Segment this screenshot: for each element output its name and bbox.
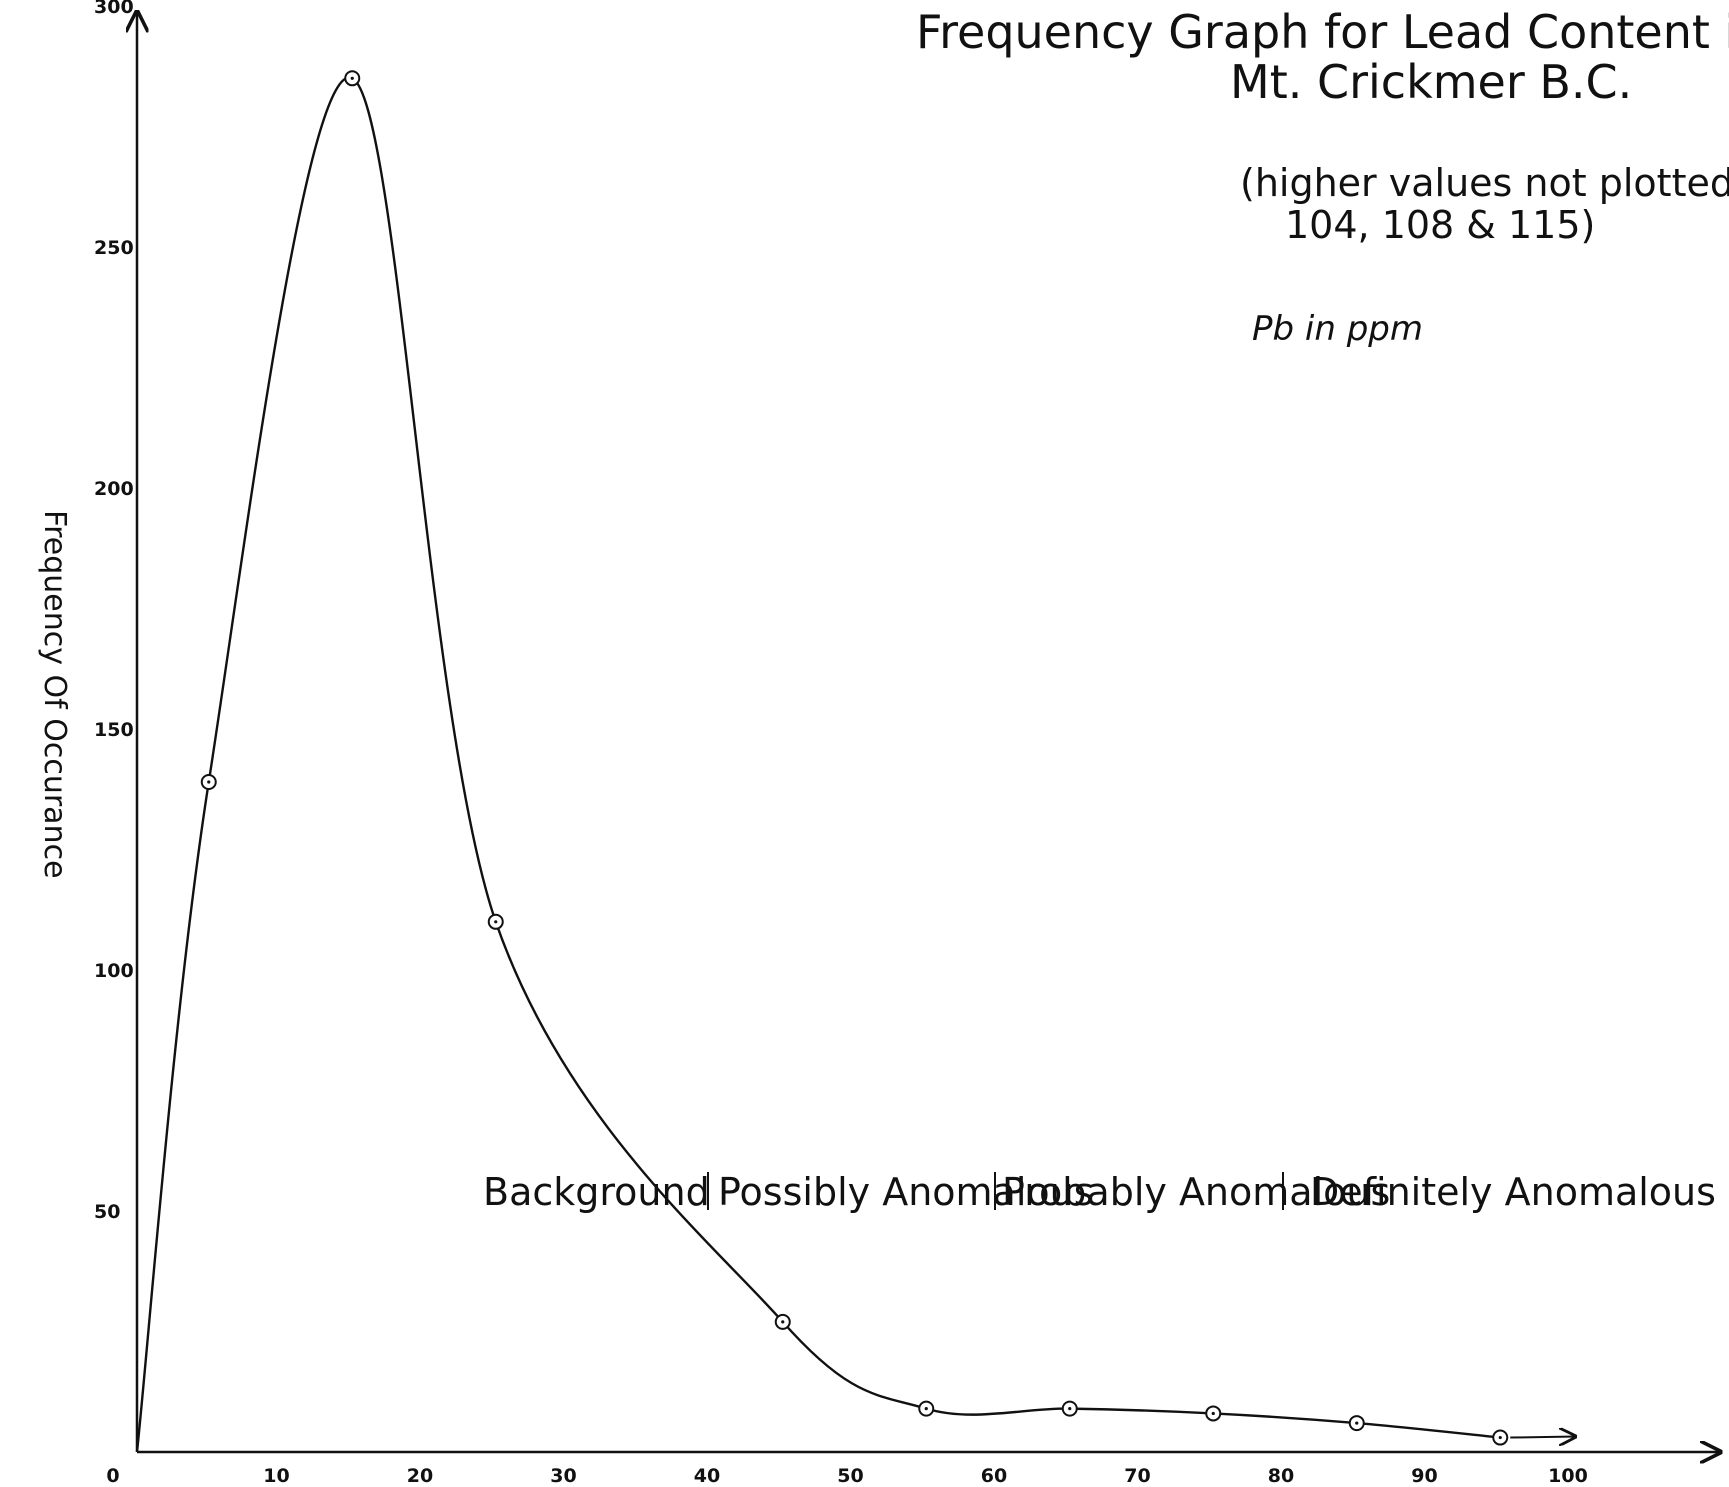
data-point-dot <box>781 1320 785 1324</box>
data-point-dot <box>1068 1407 1072 1411</box>
x-tick-label: 20 <box>407 1465 433 1487</box>
x-tick-label: 10 <box>263 1465 289 1487</box>
x-tick-label: 80 <box>1268 1465 1294 1487</box>
x-tick-label: 30 <box>550 1465 576 1487</box>
zone-label: Probably Anomalous <box>1002 1170 1390 1214</box>
note-line-2: 104, 108 & 115) <box>1285 203 1595 247</box>
x-tick-label: 90 <box>1411 1465 1437 1487</box>
chart-subtitle: Mt. Crickmer B.C. <box>1230 55 1632 109</box>
unit-label: Pb in ppm <box>1252 309 1423 349</box>
note-line-1: (higher values not plotted: <box>1240 161 1729 205</box>
y-tick-group: 50 100 150 200 250 300 <box>94 0 134 1223</box>
data-point-dot <box>207 780 211 784</box>
data-point-dot <box>350 76 354 80</box>
x-tick-label: 70 <box>1124 1465 1150 1487</box>
series-group <box>135 70 1575 1453</box>
x-tick-group: 0 10 20 30 40 50 60 70 80 90 100 <box>106 1465 1587 1487</box>
x-tick-label: 40 <box>694 1465 720 1487</box>
series-line <box>135 76 1501 1453</box>
x-tick-label: 100 <box>1548 1465 1588 1487</box>
y-tick-label: 50 <box>94 1201 120 1223</box>
continuation-arrow <box>1510 1437 1575 1438</box>
data-point-dot <box>494 920 498 924</box>
data-point-dot <box>1498 1435 1502 1440</box>
chart-title: Frequency Graph for Lead Content in Sc <box>916 5 1729 59</box>
x-tick-label: 60 <box>981 1465 1007 1487</box>
y-tick-label: 250 <box>94 237 134 259</box>
x-tick-label: 50 <box>837 1465 863 1487</box>
zone-label: Possibly Anomalous <box>718 1170 1094 1214</box>
data-point-dot <box>1211 1411 1215 1416</box>
data-point-dot <box>1355 1421 1359 1425</box>
data-point-dot <box>924 1407 928 1411</box>
zone-label: Definitely Anomalous <box>1310 1170 1716 1214</box>
x-tick-label: 0 <box>106 1465 119 1487</box>
y-tick-label: 200 <box>94 478 134 500</box>
zone-label: Background <box>483 1170 710 1214</box>
y-axis-label: Frequency Of Occurance <box>37 510 72 879</box>
y-tick-label: 100 <box>94 960 134 982</box>
y-tick-label: 150 <box>94 719 134 741</box>
y-tick-label: 300 <box>94 0 134 18</box>
